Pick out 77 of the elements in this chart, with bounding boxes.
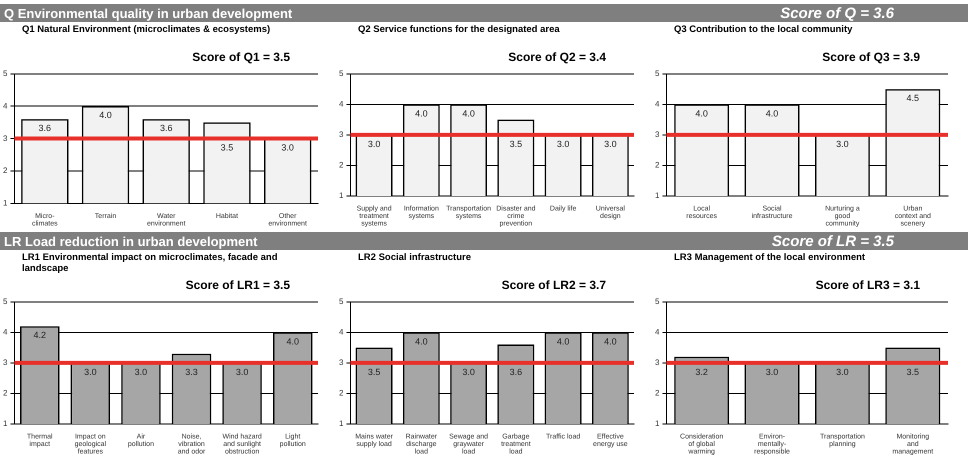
data-label: 3.5 (510, 138, 522, 149)
data-label: 4.0 (415, 108, 428, 118)
text: LR Load reduction in urban development (4, 234, 258, 248)
y-tick-label: 2 (2, 388, 8, 398)
data-label: 4.0 (556, 336, 570, 346)
chart-subtitle: Score of Q1 = 3.5 (192, 50, 290, 64)
data-label: 3.0 (281, 142, 294, 153)
y-tick-label: 1 (338, 191, 344, 200)
y-tick-label: 2 (654, 160, 660, 170)
data-label: 3.0 (556, 138, 570, 149)
chart-subtitle: Score of LR1 = 3.5 (186, 278, 290, 292)
data-label: 3.0 (836, 366, 849, 377)
data-label: 3.0 (766, 366, 778, 377)
y-tick-label: 4 (338, 100, 344, 109)
chart-title: Q1 Natural Environment (microclimates & ecosystems) (22, 24, 270, 35)
chart-title: Q3 Contribution to the local community (674, 24, 852, 35)
chart-subtitle: Score of Q2 = 3.4 (508, 50, 606, 64)
chart-title: LR3 Management of the local environment (674, 252, 866, 263)
data-label: 3.0 (368, 138, 380, 149)
chart-subtitle: Score of LR3 = 3.1 (816, 278, 920, 292)
y-tick-label: 4 (2, 328, 8, 337)
y-tick-label: 2 (654, 388, 660, 398)
data-label: 3.6 (160, 123, 172, 134)
y-tick-label: 4 (2, 101, 8, 110)
y-tick-label: 5 (2, 69, 8, 78)
y-tick-label: 3 (654, 358, 660, 368)
chart-title: Q2 Service functions for the designated area (358, 24, 560, 35)
y-tick-label: 4 (338, 328, 344, 337)
data-label: 3.0 (236, 366, 248, 377)
y-tick-label: 1 (654, 419, 660, 428)
data-label: 3.6 (510, 366, 522, 377)
data-label: 4.2 (33, 330, 46, 340)
y-tick-label: 4 (654, 328, 660, 337)
data-label: 4.0 (99, 110, 112, 120)
data-label: 4.0 (462, 108, 475, 118)
data-label: 3.3 (185, 366, 198, 377)
y-tick-label: 5 (2, 297, 8, 306)
y-tick-label: 1 (2, 419, 8, 428)
y-tick-label: 5 (654, 297, 660, 306)
data-label: 3.0 (462, 366, 475, 377)
chart-title: LR1 Environmental impact on microclimates, facade and landscape (22, 252, 278, 274)
y-tick-label: 2 (338, 388, 344, 398)
y-tick-label: 2 (338, 160, 344, 170)
data-label: 3.0 (836, 138, 849, 149)
data-label: 4.0 (415, 336, 428, 346)
data-label: 3.0 (134, 366, 148, 377)
y-tick-label: 5 (338, 69, 344, 78)
data-label: 3.0 (84, 366, 97, 377)
y-tick-label: 1 (338, 419, 344, 428)
chart-subtitle: Score of LR2 = 3.7 (502, 278, 606, 292)
y-tick-label: 2 (2, 166, 8, 176)
y-tick-label: 3 (338, 358, 344, 368)
chart-subtitle: Score of Q3 = 3.9 (822, 50, 920, 64)
text: Score of LR = 3.5 (772, 232, 894, 250)
data-label: 3.6 (38, 123, 52, 134)
data-label: 4.0 (695, 108, 708, 118)
data-label: 3.2 (695, 366, 708, 377)
data-label: 4.0 (604, 336, 617, 346)
data-label: 4.5 (906, 93, 920, 104)
data-label: 3.5 (220, 142, 234, 153)
data-label: 3.5 (368, 366, 380, 377)
data-label: 4.0 (286, 336, 299, 346)
y-tick-label: 5 (654, 69, 660, 78)
y-tick-label: 3 (2, 134, 8, 143)
text: Q Environmental quality in urban development (4, 6, 292, 20)
data-label: 3.0 (604, 138, 617, 149)
y-tick-label: 1 (654, 191, 660, 200)
y-tick-label: 1 (2, 198, 8, 208)
y-tick-label: 3 (654, 130, 660, 140)
y-tick-label: 4 (654, 100, 660, 109)
chart-title: LR2 Social infrastructure (358, 252, 471, 263)
data-label: 3.5 (906, 366, 920, 377)
text: Score of Q = 3.6 (780, 4, 894, 22)
y-tick-label: 3 (2, 358, 8, 368)
y-tick-label: 5 (338, 297, 344, 306)
data-label: 4.0 (766, 108, 778, 118)
y-tick-label: 3 (338, 130, 344, 140)
